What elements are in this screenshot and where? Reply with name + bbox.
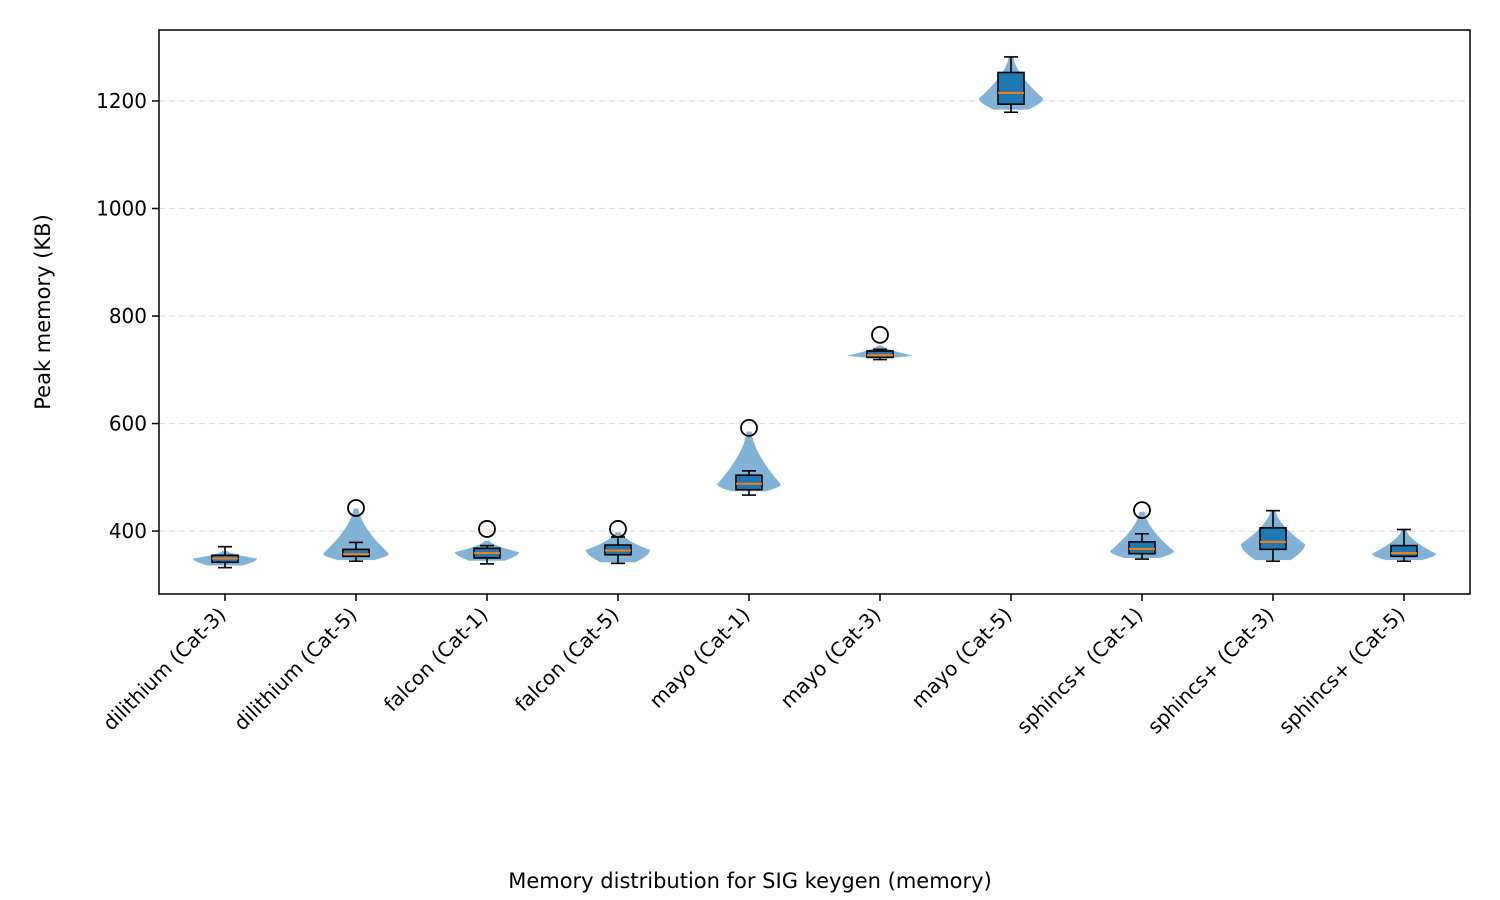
plot-area-frame xyxy=(158,29,1471,595)
box-4 xyxy=(735,474,763,491)
x-axis-ticks: dilithium (Cat-3)dilithium (Cat-5) falcon… xyxy=(98,594,1410,738)
violins xyxy=(193,56,1436,566)
outlier-1-0 xyxy=(347,499,365,517)
box-5 xyxy=(866,350,894,359)
outlier-2-0 xyxy=(478,520,496,538)
y-tick-label-1200: 1200 xyxy=(96,89,147,113)
violin-4 xyxy=(717,431,781,492)
box-7 xyxy=(1128,541,1156,555)
grid-lines xyxy=(159,100,1470,532)
outlier-7-0 xyxy=(1133,501,1151,520)
x-tick-label-0: dilithium (Cat-3) xyxy=(98,603,231,736)
x-tick-label-5: mayo (Cat-3) xyxy=(775,603,885,713)
x-tick-label-6: mayo (Cat-5) xyxy=(906,603,1016,713)
x-tick-label-3: falcon (Cat-5) xyxy=(510,603,624,717)
y-tick-label-400: 400 xyxy=(109,519,147,543)
x-tick-label-2: falcon (Cat-1) xyxy=(379,603,493,717)
box-plots xyxy=(211,56,1418,569)
box-9 xyxy=(1390,544,1418,558)
box-8 xyxy=(1259,527,1287,551)
box-6 xyxy=(997,71,1025,105)
x-tick-label-8: sphincs+ (Cat-3) xyxy=(1143,603,1279,739)
y-tick-label-1000: 1000 xyxy=(96,197,147,221)
chart-caption: Memory distribution for SIG keygen (memo… xyxy=(508,869,992,893)
outlier-5-0 xyxy=(871,325,889,344)
x-tick-label-7: sphincs+ (Cat-1) xyxy=(1012,603,1148,739)
y-axis-label: Peak memory (KB) xyxy=(31,214,55,410)
y-tick-label-600: 600 xyxy=(109,412,147,436)
violin-1 xyxy=(323,508,389,561)
x-tick-label-1: dilithium (Cat-5) xyxy=(229,603,362,736)
y-axis-ticks: 400 600 800 1000 1200 xyxy=(96,89,159,543)
x-tick-label-4: mayo (Cat-1) xyxy=(644,603,754,713)
box-1 xyxy=(342,548,370,558)
x-tick-label-9: sphincs+ (Cat-5) xyxy=(1274,603,1410,739)
outlier-4-0 xyxy=(740,418,758,437)
outlier-3-0 xyxy=(609,520,627,538)
y-tick-label-800: 800 xyxy=(109,304,147,328)
